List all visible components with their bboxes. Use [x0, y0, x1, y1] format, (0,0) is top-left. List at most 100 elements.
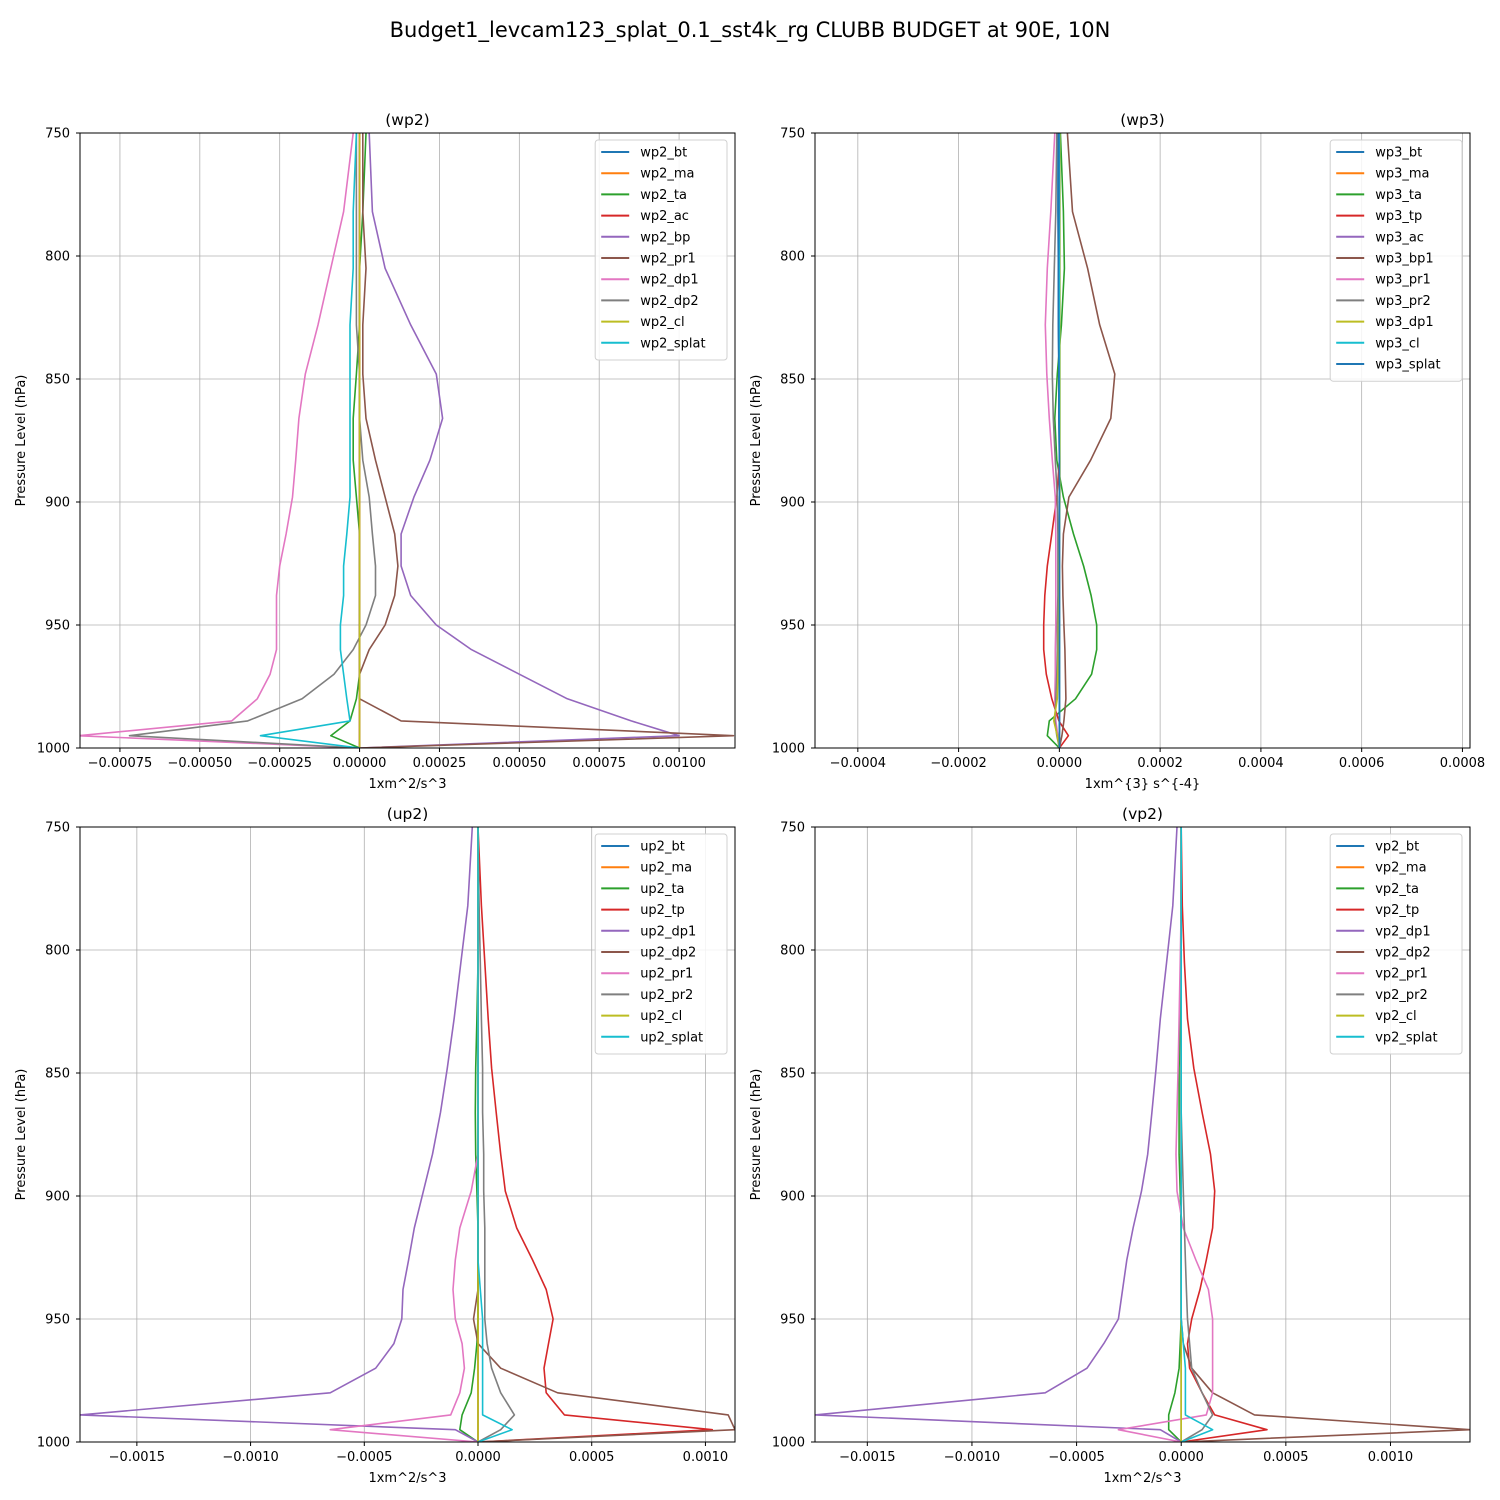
series-line-vp2_splat: [1180, 827, 1214, 1442]
y-tick-label: 800: [780, 944, 805, 959]
y-tick-label: 900: [45, 1190, 70, 1205]
legend-label: wp3_splat: [1375, 358, 1440, 373]
x-tick-label: −0.0004: [830, 756, 886, 771]
series-line-wp2_dp1: [80, 133, 360, 748]
legend-label: vp2_tp: [1375, 903, 1419, 918]
legend-label: wp3_tp: [1375, 209, 1422, 224]
axes-frame: [79, 132, 736, 749]
x-tick-label: −0.0015: [839, 1450, 895, 1465]
series-line-up2_tp: [477, 827, 714, 1442]
x-tick-label: 0.00000: [333, 756, 387, 771]
legend-label: vp2_cl: [1375, 1009, 1416, 1024]
x-tick-label: 0.0008: [1440, 756, 1486, 771]
legend-label: vp2_pr1: [1375, 967, 1428, 982]
legend-label: wp2_ma: [640, 167, 694, 182]
legend-label: wp3_cl: [1375, 336, 1419, 351]
x-tick-label: 0.0004: [1238, 756, 1284, 771]
y-tick-label: 1000: [37, 742, 70, 757]
legend: wp3_bt wp3_ma wp3_ta wp3_tp wp3_ac wp3_bp1 wp3…: [1329, 139, 1463, 382]
y-tick-label: 850: [45, 1067, 70, 1082]
legend-label: up2_dp2: [640, 946, 696, 961]
x-tick-label: 0.00075: [572, 756, 626, 771]
series-group: [1042, 133, 1116, 748]
legend-label: up2_bt: [640, 840, 685, 855]
y-tick-label: 1000: [772, 1436, 805, 1451]
y-axis-label: Pressure Level (hPa): [749, 375, 764, 507]
legend-label: wp2_dp1: [640, 273, 698, 288]
legend-label: wp2_bp: [640, 230, 690, 245]
y-tick-label: 1000: [37, 1436, 70, 1451]
legend-label: wp3_bp1: [1375, 252, 1433, 267]
axes-frame: [814, 132, 1471, 749]
y-tick-label: 850: [780, 1067, 805, 1082]
x-tick-label: 0.0005: [1263, 1450, 1309, 1465]
legend-label: up2_pr2: [640, 988, 693, 1003]
x-tick-label: −0.0005: [336, 1450, 392, 1465]
series-line-vp2_dp1: [815, 827, 1182, 1442]
y-tick-label: 900: [780, 1190, 805, 1205]
series-line-vp2_tp: [1180, 827, 1268, 1442]
legend-label: up2_tp: [640, 903, 685, 918]
legend: vp2_bt vp2_ma vp2_ta vp2_tp vp2_dp1 vp2_dp2vp…: [1329, 833, 1463, 1055]
x-axis-label: 1xm^2/s^3: [368, 777, 446, 792]
x-tick-label: −0.00025: [247, 756, 312, 771]
series-line-wp3_ta: [1046, 133, 1098, 748]
panel-wp3: −0.0004 −0.0002 0.0000 0.0002 0.0004 0.0006 0.…: [749, 111, 1485, 792]
y-axis-label: Pressure Level (hPa): [749, 1069, 764, 1201]
legend: wp2_bt wp2_ma wp2_ta wp2_ac wp2_bp wp2_pr1 wp2…: [594, 139, 728, 361]
axes-frame: [79, 826, 736, 1443]
legend-label: wp3_ac: [1375, 230, 1424, 245]
legend-label: wp2_splat: [640, 336, 705, 351]
y-tick-label: 800: [45, 250, 70, 265]
x-tick-label: 0.0000: [1037, 756, 1083, 771]
panel-title: (wp2): [385, 111, 429, 129]
x-tick-label: −0.0010: [944, 1450, 1000, 1465]
y-tick-label: 900: [45, 496, 70, 511]
legend-label: wp2_dp2: [640, 294, 698, 309]
legend-label: vp2_pr2: [1375, 988, 1428, 1003]
panel-title: (vp2): [1122, 805, 1163, 823]
y-tick-label: 950: [780, 619, 805, 634]
panel-vp2: −0.0015 −0.0010 −0.0005 0.0000 0.0005 0.0010 7…: [749, 805, 1471, 1486]
legend-label: up2_splat: [640, 1030, 703, 1045]
x-tick-label: −0.00075: [88, 756, 153, 771]
y-tick-label: 850: [780, 373, 805, 388]
series-line-wp3_bp1: [1058, 133, 1116, 748]
y-tick-label: 800: [45, 944, 70, 959]
x-tick-label: 0.0010: [1368, 1450, 1414, 1465]
series-line-up2_splat: [477, 827, 513, 1442]
series-line-wp3_pr2: [1051, 133, 1061, 748]
axes-frame: [814, 826, 1471, 1443]
legend-label: wp2_ac: [640, 209, 689, 224]
series-line-wp2_splat: [259, 133, 360, 748]
legend-label: vp2_ta: [1375, 882, 1419, 897]
y-tick-label: 900: [780, 496, 805, 511]
legend-label: wp2_bt: [640, 146, 687, 161]
legend-label: vp2_dp1: [1375, 924, 1431, 939]
y-axis-label: Pressure Level (hPa): [14, 1069, 29, 1201]
legend-label: wp2_cl: [640, 315, 684, 330]
y-tick-label: 1000: [772, 742, 805, 757]
legend-label: vp2_bt: [1375, 840, 1419, 855]
legend-label: wp2_pr1: [640, 252, 696, 267]
legend-label: up2_pr1: [640, 967, 693, 982]
legend-label: vp2_splat: [1375, 1030, 1437, 1045]
x-tick-label: 0.00025: [413, 756, 467, 771]
legend-label: wp2_ta: [640, 188, 687, 203]
panel-up2: −0.0015 −0.0010 −0.0005 0.0000 0.0005 0.0010 7…: [14, 805, 736, 1486]
x-tick-label: 0.0002: [1137, 756, 1183, 771]
y-tick-label: 850: [45, 373, 70, 388]
series-line-up2_dp1: [80, 827, 479, 1442]
legend-label: vp2_dp2: [1375, 946, 1431, 961]
y-axis-label: Pressure Level (hPa): [14, 375, 29, 507]
y-tick-label: 950: [45, 1313, 70, 1328]
y-tick-label: 750: [780, 821, 805, 836]
panel-wp2: −0.00075 −0.00050 −0.00025 0.00000 0.00025 0.…: [14, 111, 736, 792]
legend-label: wp3_ma: [1375, 167, 1429, 182]
x-axis-label: 1xm^{3} s^{-4}: [1085, 777, 1201, 792]
series-group: [80, 133, 735, 748]
legend-label: up2_ma: [640, 861, 692, 876]
x-tick-label: −0.0002: [930, 756, 986, 771]
legend-label: up2_cl: [640, 1009, 682, 1024]
